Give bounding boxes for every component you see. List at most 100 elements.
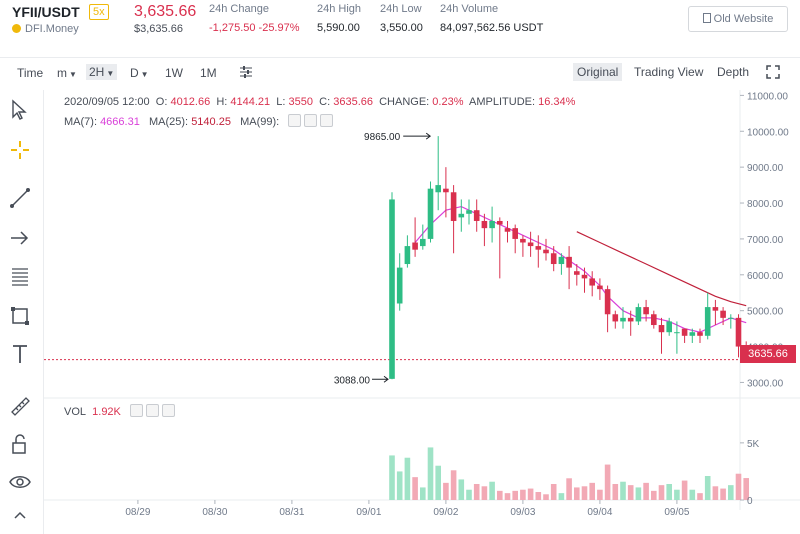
crosshair-icon[interactable] (8, 138, 32, 162)
volume-bar (450, 470, 457, 500)
ma99-label: MA(99): (240, 116, 280, 128)
volume-bar (504, 493, 511, 500)
fib-icon[interactable] (8, 264, 32, 288)
rectangle-icon[interactable] (8, 304, 32, 328)
volume-bar (720, 488, 726, 500)
info-h-label: H: (216, 96, 228, 108)
trendline-icon[interactable] (8, 186, 32, 210)
view-original[interactable]: Original (573, 63, 623, 81)
ma25-label: MA(25): (149, 116, 189, 128)
close-icon[interactable] (320, 114, 334, 127)
volume-bar (427, 447, 434, 500)
pair-title[interactable]: YFII/USDT (12, 4, 80, 20)
close-icon[interactable] (162, 404, 176, 417)
eye-icon[interactable] (8, 470, 32, 494)
view-tradingview[interactable]: Trading View (634, 65, 704, 79)
day-dropdown[interactable]: D ▼ (130, 66, 149, 80)
week-button[interactable]: 1W (165, 66, 183, 80)
current-price-tag: 3635.66 (740, 345, 796, 363)
view-depth[interactable]: Depth (717, 65, 750, 79)
candle-body (435, 185, 441, 193)
eye-icon[interactable] (130, 404, 144, 417)
price-tick-label: 8000.00 (747, 199, 784, 210)
volume-bar (697, 493, 703, 500)
volume-bars (389, 447, 749, 500)
info-l-label: L: (276, 96, 286, 108)
low-label: 24h Low (380, 3, 422, 15)
time-tick-label: 09/04 (587, 507, 612, 518)
price-tick-label: 5000.00 (747, 307, 784, 318)
lock-icon[interactable] (8, 432, 32, 456)
volume-bar (481, 486, 488, 500)
volume-bar (543, 494, 549, 500)
leverage-badge: 5x (89, 4, 109, 20)
price-tick-label: 7000.00 (747, 235, 784, 246)
cursor-icon[interactable] (8, 98, 32, 122)
volume-bar (689, 489, 696, 500)
high-marker-arrow (403, 132, 432, 140)
interval-dropdown[interactable]: 2H ▼ (86, 64, 118, 80)
time-button[interactable]: Time (17, 66, 44, 80)
document-icon (702, 13, 711, 23)
candles (389, 136, 749, 380)
time-tick-label: 08/29 (125, 507, 150, 518)
volume-bar (466, 489, 472, 500)
coin-info[interactable]: DFI.Money (12, 23, 79, 35)
candle-body (427, 188, 434, 239)
candle-body (658, 325, 665, 333)
time-tick-label: 08/30 (202, 507, 227, 518)
measure-icon[interactable] (8, 392, 32, 416)
candle-body (420, 238, 426, 247)
settings-icon[interactable] (304, 114, 318, 127)
change-label: 24h Change (209, 3, 269, 15)
info-o-label: O: (155, 96, 168, 108)
candle-body (643, 307, 649, 315)
volume-bar (412, 477, 418, 500)
volume-bar (458, 479, 465, 500)
volume-bar (604, 464, 611, 500)
chevron-up-icon[interactable] (8, 508, 32, 522)
candle-body (666, 321, 672, 333)
volume-bar (735, 473, 742, 500)
last-price: 3,635.66 (134, 3, 197, 20)
volume-bar (550, 484, 557, 500)
candle-body (527, 242, 534, 247)
price-tick-label: 10000.00 (747, 127, 789, 138)
ma7-line (414, 205, 747, 333)
candle-body (489, 220, 495, 229)
candle-body (712, 307, 719, 311)
candle-body (620, 317, 626, 322)
low-marker-label: 3088.00 (334, 375, 371, 386)
volume-bar (473, 484, 480, 500)
volume-bar (404, 457, 411, 500)
candle-body (627, 317, 634, 322)
price-tick-label: 3000.00 (747, 378, 784, 389)
candle-body (651, 314, 657, 326)
info-change: 0.23% (432, 96, 464, 108)
minutes-label: m (57, 66, 67, 80)
price-tick-label: 9000.00 (747, 163, 784, 174)
fullscreen-icon[interactable] (765, 64, 781, 83)
volume-tick-label: 5K (747, 439, 760, 450)
minutes-dropdown[interactable]: m ▼ (57, 66, 77, 80)
month-button[interactable]: 1M (200, 66, 217, 80)
settings-icon[interactable] (146, 404, 160, 417)
low-value: 3,550.00 (380, 22, 423, 34)
day-label: D (130, 66, 139, 80)
candle-body (443, 188, 449, 193)
indicators-icon[interactable] (238, 64, 254, 83)
volume-bar (497, 490, 503, 500)
candle-body (550, 253, 557, 265)
arrow-icon[interactable] (8, 226, 32, 250)
price-tick-label: 11000.00 (747, 91, 788, 102)
high-marker-label: 9865.00 (364, 132, 401, 143)
eye-icon[interactable] (288, 114, 302, 127)
candle-body (520, 238, 526, 243)
volume-bar (527, 488, 534, 500)
ma25-value: 5140.25 (191, 116, 231, 128)
ohlc-info: 2020/09/05 12:00 O: 4012.66 H: 4144.21 L… (64, 96, 575, 108)
text-icon[interactable] (8, 342, 32, 366)
candle-body (574, 271, 580, 275)
candle-body (728, 317, 734, 319)
old-website-button[interactable]: Old Website (688, 6, 788, 32)
